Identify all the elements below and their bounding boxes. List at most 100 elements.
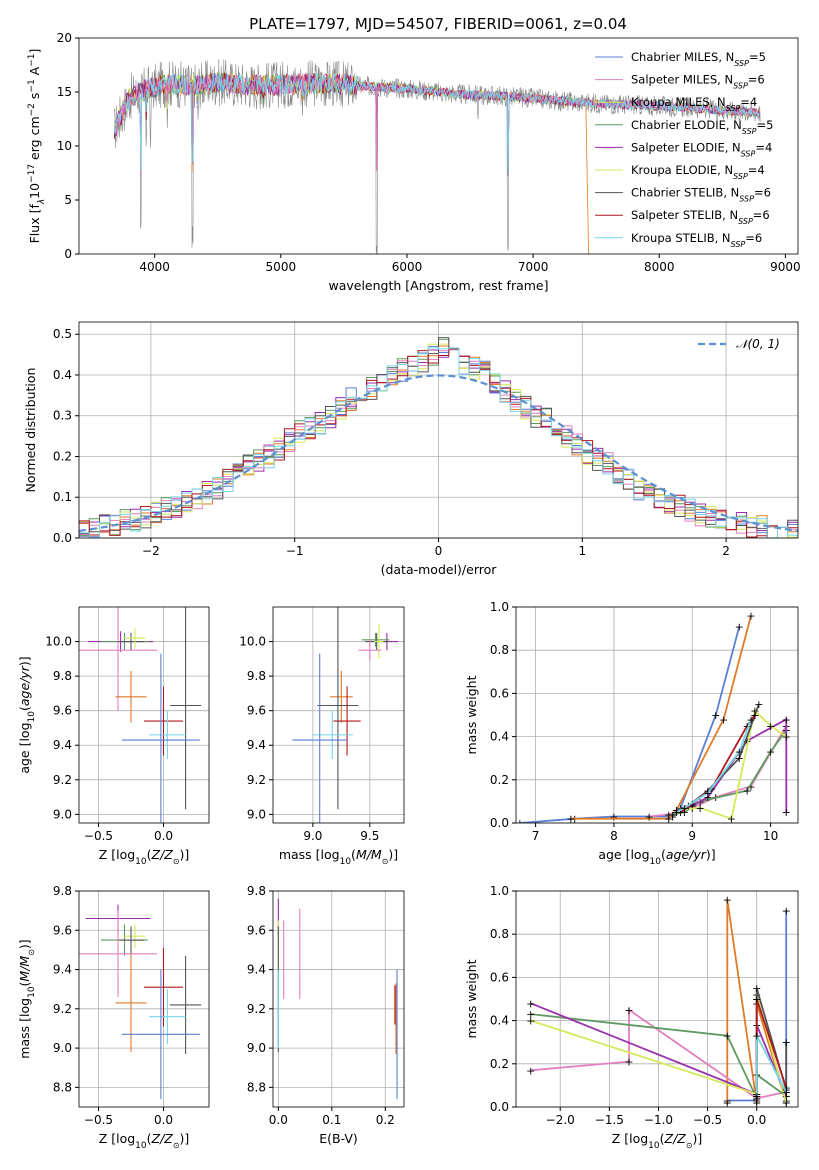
weight-line (755, 1035, 787, 1097)
weight-marker: + (782, 1090, 791, 1103)
y-label-part: 10 (27, 183, 42, 199)
x-label-part: M/M (356, 847, 382, 862)
x-tick-label: 7000 (518, 260, 549, 274)
y-label-part: −17 (27, 164, 37, 183)
legend-tail: =5 (749, 50, 766, 64)
y-tick-label: 0.2 (490, 773, 509, 787)
y-tick-label: 0.8 (490, 927, 509, 941)
axes-frame (78, 890, 210, 1108)
x-label-part: mass [log (279, 847, 340, 862)
weight-marker: + (752, 993, 761, 1006)
legend-text: Kroupa STELIB, N (631, 231, 731, 245)
legend-entry: Kroupa STELIB, NSSP=6 (631, 231, 762, 249)
weight-marker: + (735, 620, 744, 633)
y-label-part: M/M (17, 956, 32, 982)
y-tick-label: 0.8 (490, 643, 509, 657)
x-tick-label: 9 (688, 829, 696, 843)
weight-marker: + (624, 1056, 633, 1069)
y-label-part: ( (17, 982, 32, 987)
x-label-part: )] (180, 1131, 190, 1146)
panel-residual_histogram: −2 −1 0 1 2 0.0 0.1 0.2 0.3 0.4 0.5 (data-model)/er… (23, 321, 799, 577)
y-label-part: ⊙ (27, 949, 36, 956)
y-label-part: A (27, 66, 42, 79)
legend-sub: SSP (742, 126, 757, 135)
y-tick-label: 20 (57, 31, 72, 45)
legend-entry: Chabrier STELIB, NSSP=6 (631, 186, 771, 204)
y-tick-label: 9.0 (53, 807, 72, 821)
y-label-part: age [log (17, 722, 32, 773)
legend-entry: Kroupa MILES, NSSP=4 (631, 95, 757, 113)
y-tick-label: 9.8 (247, 884, 266, 898)
y-tick-label: 0 (64, 247, 72, 261)
y-label-part: 10 (27, 711, 37, 723)
axes-frame (78, 606, 210, 824)
x-tick-label: −0.5 (693, 1113, 722, 1127)
y-axis-label: mass [log10(M/M⊙)] (17, 939, 37, 1058)
weight-marker: + (752, 982, 761, 995)
weight-marker: + (566, 813, 575, 826)
panel-age_vs_mass: 9.0 9.5 9.0 9.2 9.4 9.6 9.8 10.0 mass [log10(M/M… (239, 606, 405, 867)
y-tick-label: 9.2 (53, 1002, 72, 1016)
panel-mass_weight_vs_age: + + + +++++ +++++ + +++++ ++++++ ++++++ ++++++ +++… (464, 600, 799, 867)
plot-area (79, 904, 202, 1100)
y-tick-label: 9.4 (53, 963, 72, 977)
y-label-part: erg cm (27, 116, 42, 164)
x-label-part: age [log (598, 847, 649, 862)
x-tick-label: 1 (578, 544, 586, 558)
x-label-part: ( (351, 847, 356, 862)
weight-marker: + (735, 752, 744, 765)
legend-entry: Salpeter ELODIE, NSSP=4 (631, 140, 772, 158)
legend-text: Kroupa ELODIE, N (631, 163, 733, 177)
weight-marker: + (782, 1082, 791, 1095)
panel-mass_weight_vs_Z: + +++++++++++++ ++++++++++++++++++++++++ −2… (464, 884, 799, 1151)
y-label-part: mass [log (17, 998, 32, 1059)
x-tick-label: 0 (435, 544, 443, 558)
y-tick-label: 9.4 (53, 738, 72, 752)
weight-marker: + (727, 813, 736, 826)
panel-spectrum: 4000 5000 6000 7000 8000 9000 0 5 10 15 20 waveleng… (27, 31, 801, 293)
x-tick-label: 0.0 (154, 829, 173, 843)
y-axis-label: age [log10(age/yr)] (17, 656, 37, 773)
x-axis-label: Z [log10(Z/Z⊙)] (99, 847, 190, 867)
legend-entry: Kroupa ELODIE, NSSP=4 (631, 163, 765, 181)
weight-marker: + (750, 709, 759, 722)
legend-tail: =4 (755, 140, 772, 154)
x-label-part: )] (706, 847, 716, 862)
legend-text: Chabrier ELODIE, N (631, 118, 742, 132)
legend-entry: Salpeter MILES, NSSP=6 (631, 73, 765, 91)
x-tick-label: 10 (763, 829, 778, 843)
axes-frame (515, 606, 799, 824)
weight-marker: + (752, 1090, 761, 1103)
weight-marker: + (782, 806, 791, 819)
y-tick-label: 9.4 (247, 963, 266, 977)
panel-mass_vs_Z: −0.5 0.08.89.09.29.49.69.8Z [log10(Z/Z⊙)]… (17, 884, 210, 1151)
y-tick-label: 0.5 (53, 327, 72, 341)
x-tick-label: −2.0 (546, 1113, 575, 1127)
weight-marker: + (664, 813, 673, 826)
legend-sub: SSP (733, 172, 748, 181)
y-label-part: )] (17, 939, 32, 949)
x-tick-label: −1.5 (595, 1113, 624, 1127)
legend-text: Chabrier STELIB, N (631, 186, 739, 200)
weight-marker: + (624, 1004, 633, 1017)
x-label-part: ( (660, 1131, 665, 1146)
weight-marker: + (645, 811, 654, 824)
weight-marker: + (668, 808, 677, 821)
histogram-step (79, 347, 798, 538)
x-label-part: Z [log (99, 1131, 135, 1146)
weight-marker: + (711, 709, 720, 722)
legend-sub: SSP (739, 194, 754, 203)
x-tick-label: 4000 (139, 260, 170, 274)
weight-marker: + (746, 780, 755, 793)
legend-tail: =6 (754, 186, 771, 200)
y-tick-label: 0.1 (53, 490, 72, 504)
x-label-part: )] (388, 847, 398, 862)
y-tick-label: 0.4 (53, 368, 72, 382)
normal-curve (79, 374, 798, 532)
y-tick-label: 0.4 (490, 730, 509, 744)
y-tick-label: 9.8 (53, 884, 72, 898)
y-tick-label: 9.2 (53, 773, 72, 787)
weight-line (530, 1008, 787, 1100)
x-label-part: 10 (340, 857, 352, 867)
